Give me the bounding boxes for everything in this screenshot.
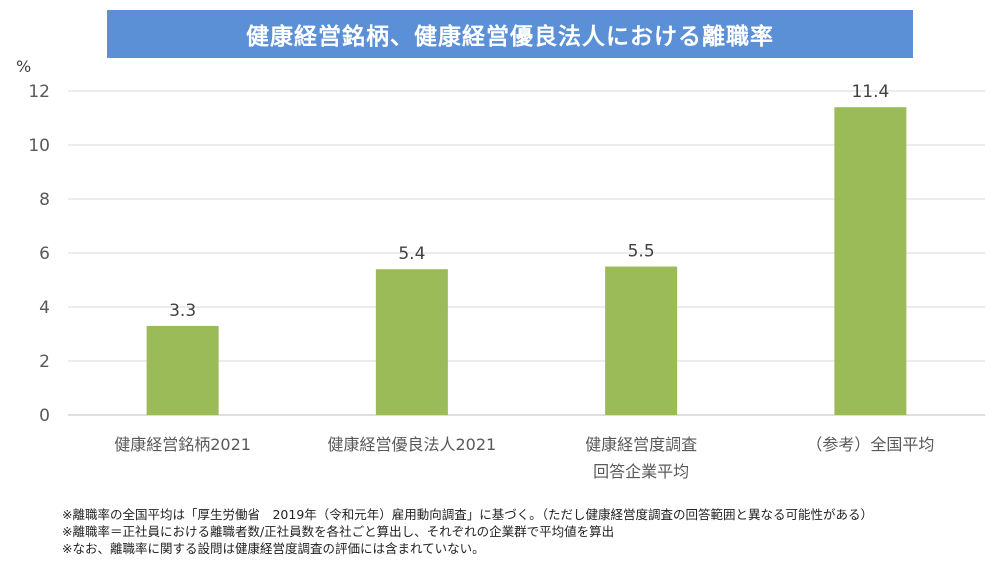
x-tick-label: （参考）全国平均 bbox=[806, 435, 934, 454]
x-tick-label: 回答企業平均 bbox=[593, 462, 689, 481]
bar bbox=[605, 266, 678, 415]
y-axis-unit: % bbox=[16, 57, 31, 76]
bar bbox=[146, 325, 219, 415]
x-tick-label: 健康経営銘柄2021 bbox=[114, 435, 251, 454]
y-tick-label: 6 bbox=[39, 244, 50, 264]
data-label: 5.5 bbox=[628, 242, 655, 262]
bar bbox=[375, 269, 448, 415]
x-tick-label: 健康経営優良法人2021 bbox=[328, 435, 497, 454]
footnotes: ※離職率の全国平均は「厚生労働省 2019年（令和元年）雇用動向調査」に基づく。… bbox=[62, 506, 873, 557]
y-tick-label: 12 bbox=[28, 82, 50, 102]
bar-chart: % 0 2 4 6 8 10 12 3.3 健康経営銘柄2021 5.4 健康経営優良法人2021 5.… bbox=[16, 57, 985, 481]
footnote: ※離職率の全国平均は「厚生労働省 2019年（令和元年）雇用動向調査」に基づく。… bbox=[62, 507, 874, 522]
y-tick-label: 2 bbox=[39, 352, 50, 372]
footnote: ※離職率＝正社員における離職者数/正社員数を各社ごと算出し、それぞれの企業群で平… bbox=[62, 524, 615, 539]
data-label: 3.3 bbox=[169, 301, 196, 321]
y-tick-label: 4 bbox=[39, 298, 50, 318]
x-tick-label: 健康経営度調査 bbox=[585, 435, 697, 454]
data-label: 11.4 bbox=[851, 82, 889, 102]
bar bbox=[834, 107, 907, 415]
y-tick-label: 8 bbox=[39, 190, 50, 210]
data-label: 5.4 bbox=[398, 244, 425, 264]
chart-title: 健康経営銘柄、健康経営優良法人における離職率 bbox=[107, 10, 913, 58]
footnote: ※なお、離職率に関する設問は健康経営度調査の評価には含まれていない。 bbox=[62, 541, 485, 556]
y-tick-label: 0 bbox=[39, 406, 50, 426]
y-tick-label: 10 bbox=[28, 136, 50, 156]
